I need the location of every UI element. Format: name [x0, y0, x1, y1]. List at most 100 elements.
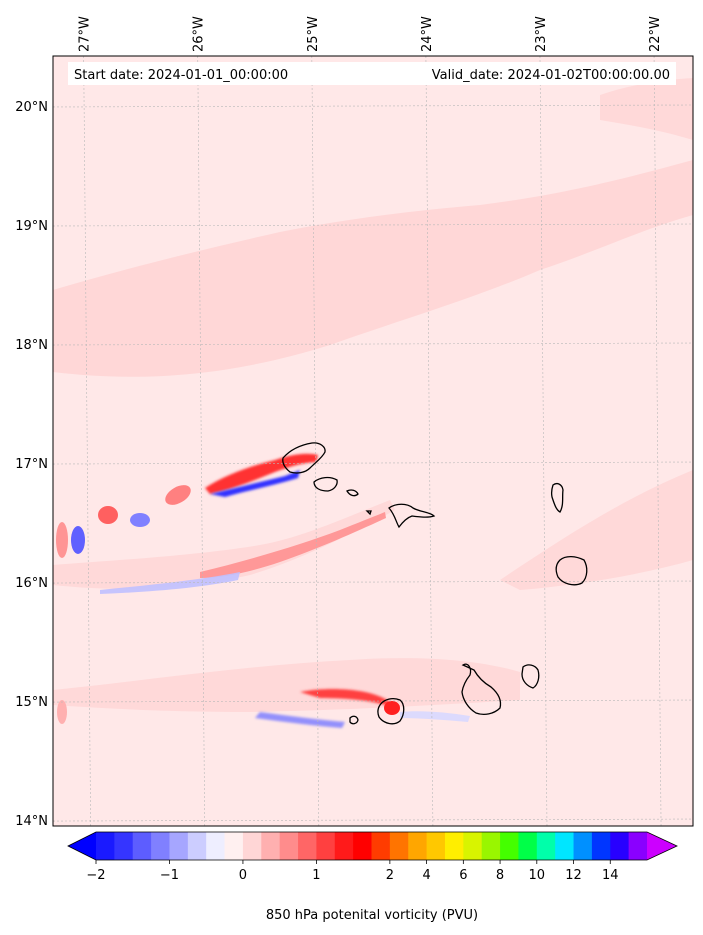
gridline-lon — [311, 56, 320, 826]
island-santa-luzia — [346, 489, 359, 497]
colorbar-segment — [96, 832, 115, 860]
colorbar-segment — [242, 832, 262, 860]
gridline-lon — [83, 56, 91, 826]
colorbar-segment — [132, 832, 152, 860]
colorbar-segment — [353, 832, 372, 860]
pv-filament-south-light — [400, 711, 470, 722]
y-tick-label: 17°N — [15, 457, 48, 472]
colorbar-tick-label: 10 — [529, 868, 546, 883]
pv-filament-mid-negative — [100, 572, 240, 594]
island-fogo — [377, 698, 405, 725]
colorbar-segment — [206, 832, 225, 860]
gridline-lat — [53, 104, 693, 108]
colorbar-tick-label: 12 — [565, 868, 582, 883]
colorbar-segment — [463, 832, 483, 860]
colorbar-segment — [389, 832, 409, 860]
pv-band-south — [53, 658, 520, 712]
pv-blob-3 — [98, 506, 118, 524]
colorbar-segment — [316, 832, 336, 860]
island-maio — [521, 664, 540, 689]
colorbar-segment — [481, 832, 501, 860]
colorbar-segment — [151, 832, 170, 860]
y-tick-label: 16°N — [15, 576, 48, 591]
colorbar-tick-label: 8 — [496, 868, 504, 883]
y-tick-label: 15°N — [15, 695, 48, 710]
pv-blob-4 — [71, 526, 85, 554]
colorbar-extend-min — [68, 832, 96, 860]
colorbar-tick-label: 1 — [312, 868, 320, 883]
colorbar-segment — [114, 832, 134, 860]
colorbar-tick-labels: −2 −1 0 1 2 4 6 8 10 12 14 — [86, 860, 619, 883]
colorbar-segment — [555, 832, 574, 860]
island-boa-vista — [555, 555, 588, 586]
pv-band-north — [53, 160, 693, 377]
colorbar-tick-label: −2 — [86, 868, 105, 883]
island-islet — [365, 510, 372, 516]
gridline-lon — [197, 56, 206, 826]
gridline-lat — [53, 580, 693, 584]
x-tick-label: 22°W — [648, 16, 663, 52]
pv-filament-north-positive — [205, 453, 318, 494]
pv-blob-5 — [56, 522, 68, 558]
colorbar-segment — [371, 832, 391, 860]
x-tick-label: 23°W — [534, 16, 549, 52]
gridline-lon — [653, 56, 662, 826]
gridline-lat — [53, 699, 693, 703]
gridline-lon — [425, 56, 434, 826]
island-sao-nicolau — [388, 503, 436, 529]
colorbar-tick-label: 2 — [386, 868, 394, 883]
pv-band-top-right — [600, 78, 693, 140]
island-sao-vicente — [313, 476, 338, 492]
colorbar-segment — [279, 832, 299, 860]
y-tick-label: 20°N — [15, 100, 48, 115]
colorbar-segment — [334, 832, 354, 860]
gridline-lat — [53, 342, 693, 346]
map-panel: Start date: 2024-01-01_00:00:00 Valid_da… — [52, 55, 694, 827]
x-axis-tick-labels: 27°W 26°W 25°W 24°W 23°W 22°W — [78, 16, 663, 52]
colorbar-tick-label: −1 — [160, 868, 179, 883]
colorbar-segment — [500, 832, 519, 860]
pv-filament-south-positive — [300, 689, 390, 706]
gridline-lat — [53, 461, 693, 465]
colorbar-segment — [573, 832, 593, 860]
colorbar — [67, 831, 678, 861]
island-santo-antao — [282, 442, 326, 474]
header-box — [68, 62, 676, 85]
colorbar-segment — [426, 832, 446, 860]
y-axis-tick-labels: 20°N 19°N 18°N 17°N 16°N 15°N 14°N — [15, 100, 48, 829]
colorbar-tick-label: 6 — [459, 868, 467, 883]
gridline-lon — [539, 56, 548, 826]
colorbar-segment — [628, 832, 648, 860]
x-tick-label: 27°W — [78, 16, 93, 52]
colorbar-title: 850 hPa potenital vorticity (PVU) — [266, 908, 478, 923]
pv-field — [53, 78, 693, 728]
gridline-lat — [53, 818, 693, 822]
colorbar-tick-label: 0 — [239, 868, 247, 883]
colorbar-segment — [224, 832, 244, 860]
pv-filament-mid — [200, 512, 386, 578]
x-tick-label: 25°W — [306, 16, 321, 52]
pv-blob-2 — [130, 513, 150, 527]
y-tick-label: 18°N — [15, 338, 48, 353]
pv-band-east — [500, 470, 693, 590]
colorbar-segment — [169, 832, 189, 860]
colorbar-segment — [298, 832, 317, 860]
map-background — [53, 56, 693, 826]
map-frame — [52, 55, 694, 827]
pv-filament-south-negative — [255, 712, 345, 728]
gridlines — [53, 56, 693, 826]
x-tick-label: 26°W — [192, 16, 207, 52]
pv-blob-1 — [165, 485, 191, 505]
colorbar-segment — [187, 832, 207, 860]
y-tick-label: 19°N — [15, 219, 48, 234]
pv-blob-west-edge — [57, 700, 67, 724]
colorbar-tick-label: 14 — [602, 868, 619, 883]
island-sal — [550, 483, 564, 513]
pv-blob-fogo — [384, 701, 400, 715]
colorbar-segment — [536, 832, 556, 860]
valid-date-label: Valid_date: 2024-01-02T00:00:00.00 — [432, 68, 670, 83]
colorbar-segment — [444, 832, 464, 860]
colorbar-segment — [261, 832, 281, 860]
colorbar-segment — [591, 832, 611, 860]
